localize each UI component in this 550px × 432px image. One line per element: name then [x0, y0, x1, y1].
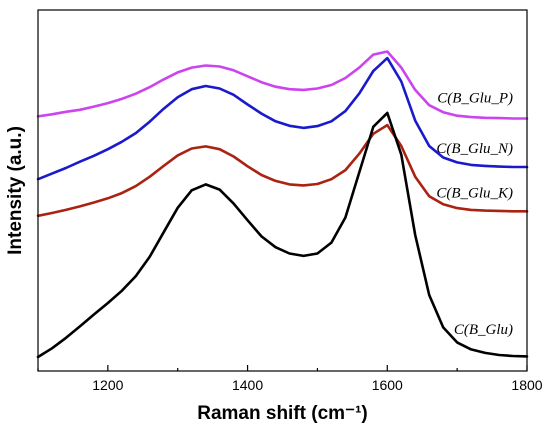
plot-frame: [37, 9, 528, 372]
series-label-1: C(B_Glu_N): [436, 141, 513, 157]
x-tick-label: 1800: [511, 377, 542, 393]
x-axis-ticks: 1200 1400 1600 1800: [37, 365, 543, 393]
series-layer: [36, 50, 529, 359]
y-axis-title: Intensity (a.u.): [5, 126, 26, 255]
series-labels: C(B_Glu_P) C(B_Glu_N) C(B_Glu_K) C(B_Glu): [436, 90, 513, 338]
series-line-1: [36, 56, 529, 181]
x-tick-label: 1400: [232, 377, 263, 393]
series-label-0: C(B_Glu_P): [437, 90, 513, 106]
series-label-2: C(B_Glu_K): [436, 185, 513, 201]
x-tick-label: 1200: [92, 377, 123, 393]
series-label-3: C(B_Glu): [454, 322, 513, 338]
x-axis-title: Raman shift (cm⁻¹): [197, 403, 368, 424]
series-line-2: [36, 123, 529, 218]
x-tick-label: 1600: [372, 377, 403, 393]
series-line-3: [36, 111, 529, 359]
series-line-0: [36, 50, 529, 120]
